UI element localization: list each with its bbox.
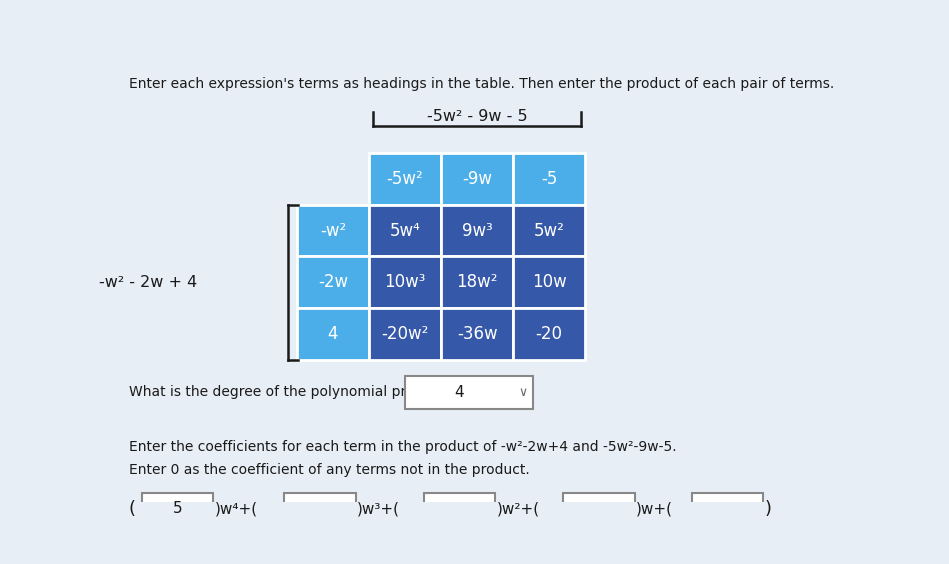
Bar [141,494,214,525]
Text: What is the degree of the polynomial product?: What is the degree of the polynomial pro… [129,385,453,399]
Text: ∨: ∨ [518,386,527,399]
Bar [513,153,586,205]
Text: 4: 4 [455,385,464,400]
Bar [297,256,369,308]
Text: -5w²: -5w² [386,170,423,188]
Bar [424,494,495,525]
Bar [297,308,369,359]
Text: Enter the coefficients for each term in the product of -w²-2w+4 and -5w²-9w-5.: Enter the coefficients for each term in … [129,440,677,454]
Text: -36w: -36w [456,325,497,343]
Text: -9w: -9w [462,170,493,188]
Bar [369,205,441,256]
Bar [369,308,441,359]
Text: 5w⁴: 5w⁴ [390,222,420,240]
Bar [369,153,441,205]
Text: Enter each expression's terms as headings in the table. Then enter the product o: Enter each expression's terms as heading… [129,77,834,91]
Text: ): ) [765,500,772,518]
Text: 4: 4 [327,325,338,343]
Text: )w²+(: )w²+( [497,501,540,517]
Bar [564,494,635,525]
Text: -w²: -w² [320,222,346,240]
Bar [441,205,513,256]
Text: )w⁴+(: )w⁴+( [214,501,258,517]
Text: (: ( [129,500,136,518]
Bar [297,205,369,256]
Bar [513,256,586,308]
Text: 5w²: 5w² [533,222,565,240]
Bar [513,308,586,359]
Bar [441,308,513,359]
Text: -20: -20 [535,325,563,343]
Bar [441,256,513,308]
Bar [692,494,763,525]
Bar [405,376,533,409]
Text: -2w: -2w [318,273,348,291]
Text: 10w: 10w [531,273,567,291]
Text: 18w²: 18w² [456,273,498,291]
Text: 9w³: 9w³ [461,222,493,240]
Text: )w³+(: )w³+( [358,501,400,517]
Bar [513,205,586,256]
Bar [441,153,513,205]
Text: -w² - 2w + 4: -w² - 2w + 4 [99,275,197,290]
Text: )w+(: )w+( [637,501,674,517]
Text: -5w² - 9w - 5: -5w² - 9w - 5 [427,109,528,124]
Bar [369,256,441,308]
Bar [285,494,356,525]
Text: -5: -5 [541,170,557,188]
Text: -20w²: -20w² [381,325,429,343]
Text: Enter 0 as the coefficient of any terms not in the product.: Enter 0 as the coefficient of any terms … [129,464,530,477]
Text: 10w³: 10w³ [384,273,426,291]
Text: 5: 5 [173,501,182,517]
